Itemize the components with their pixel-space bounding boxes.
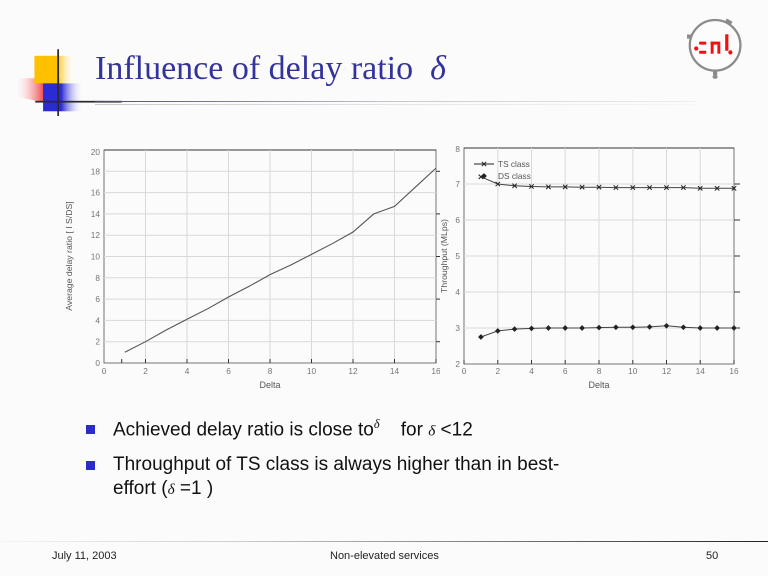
svg-text:TS class: TS class	[498, 159, 530, 169]
svg-text:Throughput (MLps): Throughput (MLps)	[439, 219, 449, 293]
svg-text:8: 8	[268, 366, 273, 376]
svg-text:10: 10	[628, 366, 638, 376]
svg-text:20: 20	[91, 147, 101, 157]
svg-text:4: 4	[95, 315, 100, 325]
svg-text:10: 10	[91, 252, 101, 262]
svg-text:14: 14	[696, 366, 706, 376]
svg-text:6: 6	[455, 215, 460, 225]
svg-text:Delta: Delta	[588, 380, 609, 390]
svg-text:6: 6	[95, 294, 100, 304]
svg-text:14: 14	[91, 209, 101, 219]
svg-text:5: 5	[455, 251, 460, 261]
svg-text:7: 7	[455, 179, 460, 189]
svg-text:8: 8	[597, 366, 602, 376]
svg-text:14: 14	[390, 366, 400, 376]
svg-text:4: 4	[185, 366, 190, 376]
svg-text:6: 6	[563, 366, 568, 376]
svg-text:0: 0	[102, 366, 107, 376]
svg-text:12: 12	[91, 230, 101, 240]
svg-text:16: 16	[729, 366, 739, 376]
svg-text:8: 8	[455, 144, 460, 154]
svg-text:16: 16	[91, 188, 101, 198]
svg-text:0: 0	[462, 366, 467, 376]
svg-text:Delta: Delta	[259, 380, 280, 390]
svg-text:6: 6	[226, 366, 231, 376]
svg-text:4: 4	[529, 366, 534, 376]
svg-text:8: 8	[95, 273, 100, 283]
svg-text:2: 2	[455, 359, 460, 369]
svg-text:12: 12	[662, 366, 672, 376]
svg-text:18: 18	[91, 166, 101, 176]
svg-text:0: 0	[95, 358, 100, 368]
svg-text:Average delay ratio [ I S/DS]: Average delay ratio [ I S/DS]	[64, 201, 74, 310]
svg-text:2: 2	[143, 366, 148, 376]
svg-text:10: 10	[307, 366, 317, 376]
svg-text:2: 2	[495, 366, 500, 376]
svg-text:DS class: DS class	[498, 171, 531, 181]
svg-text:4: 4	[455, 287, 460, 297]
svg-text:12: 12	[348, 366, 358, 376]
svg-text:3: 3	[455, 323, 460, 333]
svg-text:2: 2	[95, 337, 100, 347]
